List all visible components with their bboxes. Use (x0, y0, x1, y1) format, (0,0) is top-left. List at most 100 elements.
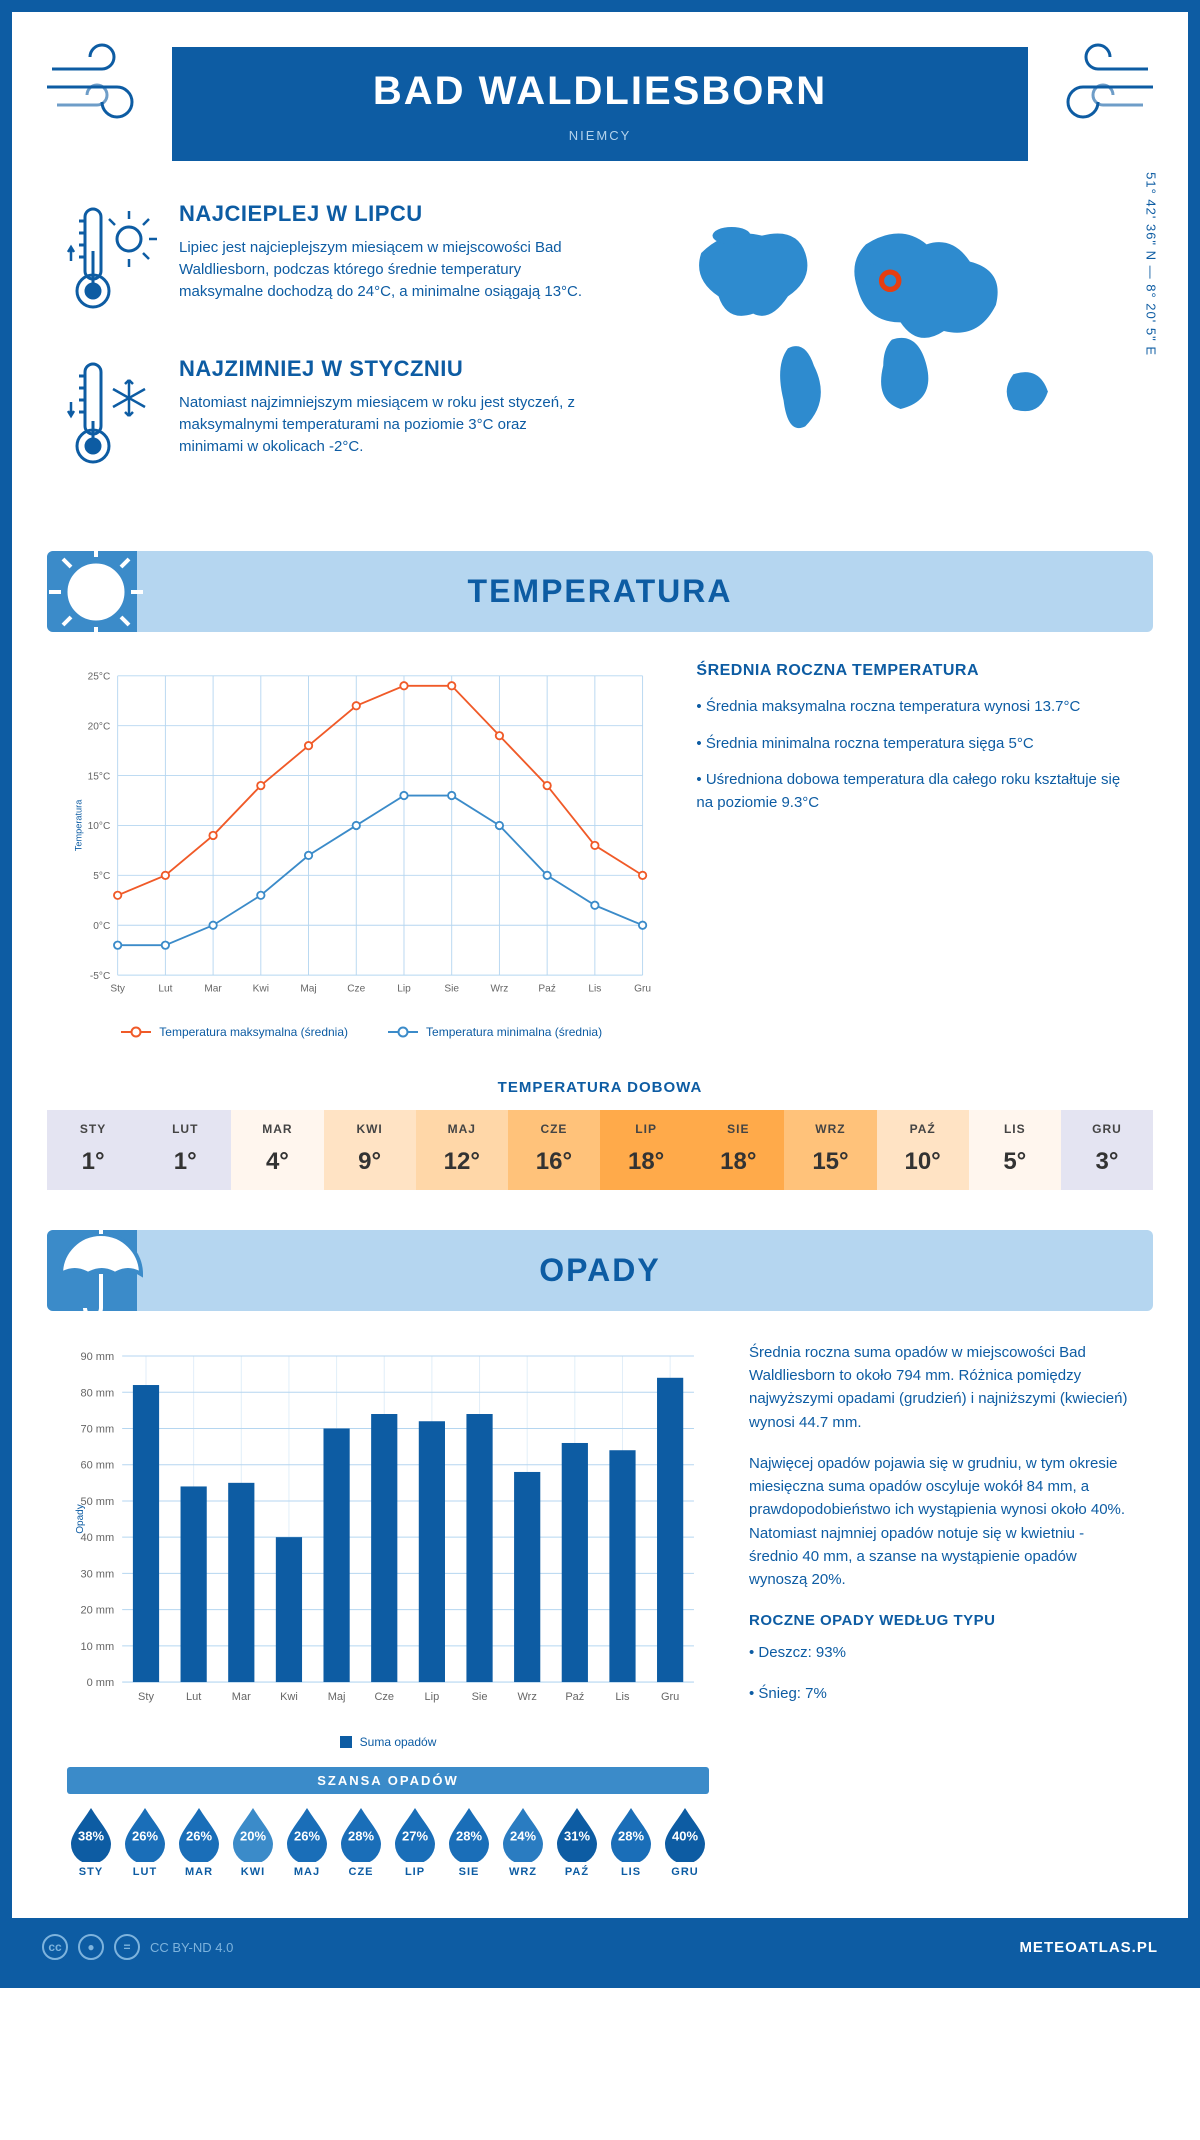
title-banner: BAD WALDLIESBORN NIEMCY (172, 47, 1028, 161)
temp-side-title: ŚREDNIA ROCZNA TEMPERATURA (696, 662, 1133, 680)
fact-warmest: NAJCIEPLEJ W LIPCU Lipiec jest najcieple… (67, 201, 593, 326)
chance-drop: 28%LIS (607, 1804, 655, 1878)
chance-drop: 20%KWI (229, 1804, 277, 1878)
daily-cell: GRU3° (1061, 1110, 1153, 1190)
temperature-banner: TEMPERATURA (47, 551, 1153, 632)
svg-text:70 mm: 70 mm (80, 1423, 114, 1435)
precip-bytype-title: ROCZNE OPADY WEDŁUG TYPU (749, 1609, 1133, 1632)
svg-text:10°C: 10°C (88, 821, 111, 832)
svg-text:Gru: Gru (634, 984, 651, 995)
svg-text:Temperatura: Temperatura (74, 799, 84, 851)
svg-text:Lut: Lut (158, 984, 172, 995)
legend-max-label: Temperatura maksymalna (średnia) (159, 1025, 348, 1039)
cc-icon: cc (42, 1934, 68, 1960)
svg-text:Wrz: Wrz (491, 984, 509, 995)
daily-cell: LIP18° (600, 1110, 692, 1190)
svg-text:80 mm: 80 mm (80, 1387, 114, 1399)
svg-text:Paź: Paź (538, 984, 555, 995)
svg-text:Cze: Cze (347, 984, 365, 995)
svg-text:Maj: Maj (300, 984, 316, 995)
fact-coldest: NAJZIMNIEJ W STYCZNIU Natomiast najzimni… (67, 356, 593, 481)
intro-section: NAJCIEPLEJ W LIPCU Lipiec jest najcieple… (12, 161, 1188, 541)
fact-warm-title: NAJCIEPLEJ W LIPCU (179, 201, 593, 227)
map-column: 51° 42' 36" N — 8° 20' 5" E (633, 201, 1133, 511)
facts-column: NAJCIEPLEJ W LIPCU Lipiec jest najcieple… (67, 201, 593, 511)
temp-side-0: • Średnia maksymalna roczna temperatura … (696, 696, 1133, 719)
precipitation-heading: OPADY (47, 1252, 1153, 1289)
coordinates-text: 51° 42' 36" N — 8° 20' 5" E (1144, 172, 1159, 356)
daily-cell: STY1° (47, 1110, 139, 1190)
legend-max: Temperatura maksymalna (średnia) (121, 1025, 348, 1039)
svg-text:5°C: 5°C (93, 871, 110, 882)
daily-temp-title: TEMPERATURA DOBOWA (12, 1079, 1188, 1096)
sun-icon (41, 537, 151, 647)
temperature-heading: TEMPERATURA (47, 573, 1153, 610)
svg-text:Mar: Mar (232, 1691, 251, 1703)
wind-deco-left-icon (42, 39, 162, 129)
svg-text:Wrz: Wrz (517, 1691, 536, 1703)
svg-text:0°C: 0°C (93, 921, 110, 932)
daily-cell: KWI9° (324, 1110, 416, 1190)
wind-deco-right-icon (1038, 39, 1158, 129)
precipitation-side-text: Średnia roczna suma opadów w miejscowośc… (749, 1341, 1133, 1878)
svg-text:Sie: Sie (472, 1691, 488, 1703)
world-map-icon (633, 201, 1133, 461)
precip-p1: Najwięcej opadów pojawia się w grudniu, … (749, 1452, 1133, 1592)
precip-chart-wrap: 0 mm10 mm20 mm30 mm40 mm50 mm60 mm70 mm8… (67, 1341, 709, 1878)
legend-min: Temperatura minimalna (średnia) (388, 1025, 602, 1039)
precip-bytype-1: • Śnieg: 7% (749, 1682, 1133, 1705)
chance-title-bar: SZANSA OPADÓW (67, 1767, 709, 1794)
chance-drop: 27%LIP (391, 1804, 439, 1878)
daily-cell: PAŹ10° (877, 1110, 969, 1190)
temperature-chart-wrap: -5°C0°C5°C10°C15°C20°C25°CStyLutMarKwiMa… (67, 662, 656, 1039)
daily-cell: SIE18° (692, 1110, 784, 1190)
header-row: BAD WALDLIESBORN NIEMCY (12, 47, 1188, 161)
svg-text:10 mm: 10 mm (80, 1641, 114, 1653)
country-subtitle: NIEMCY (172, 128, 1028, 143)
daily-cell: WRZ15° (784, 1110, 876, 1190)
svg-text:0 mm: 0 mm (87, 1677, 115, 1689)
license-block: cc ● = CC BY-ND 4.0 (42, 1934, 233, 1960)
legend-sum-label: Suma opadów (360, 1735, 437, 1749)
chance-drop: 28%CZE (337, 1804, 385, 1878)
svg-text:Cze: Cze (374, 1691, 394, 1703)
umbrella-icon (41, 1216, 151, 1326)
chance-drop: 28%SIE (445, 1804, 493, 1878)
temperature-body: -5°C0°C5°C10°C15°C20°C25°CStyLutMarKwiMa… (12, 632, 1188, 1049)
svg-text:Lip: Lip (397, 984, 411, 995)
temperature-side-text: ŚREDNIA ROCZNA TEMPERATURA • Średnia mak… (696, 662, 1133, 1039)
daily-temp-table: STY1°LUT1°MAR4°KWI9°MAJ12°CZE16°LIP18°SI… (47, 1110, 1153, 1190)
precipitation-banner: OPADY (47, 1230, 1153, 1311)
site-name: METEOATLAS.PL (1019, 1939, 1158, 1956)
daily-cell: MAJ12° (416, 1110, 508, 1190)
fact-cold-title: NAJZIMNIEJ W STYCZNIU (179, 356, 593, 382)
precipitation-body: 0 mm10 mm20 mm30 mm40 mm50 mm60 mm70 mm8… (12, 1311, 1188, 1888)
svg-text:Mar: Mar (204, 984, 222, 995)
svg-text:Gru: Gru (661, 1691, 679, 1703)
legend-sum: Suma opadów (340, 1735, 437, 1749)
daily-cell: MAR4° (231, 1110, 323, 1190)
thermometer-snow-icon (67, 356, 157, 481)
daily-cell: LIS5° (969, 1110, 1061, 1190)
temp-legend: Temperatura maksymalna (średnia) Tempera… (67, 1025, 656, 1039)
svg-text:Maj: Maj (328, 1691, 346, 1703)
chance-drop: 38%STY (67, 1804, 115, 1878)
license-text: CC BY-ND 4.0 (150, 1940, 233, 1955)
chance-drop: 26%MAJ (283, 1804, 331, 1878)
svg-text:15°C: 15°C (88, 771, 111, 782)
svg-text:30 mm: 30 mm (80, 1568, 114, 1580)
nd-icon: = (114, 1934, 140, 1960)
svg-text:20°C: 20°C (88, 721, 111, 732)
svg-text:60 mm: 60 mm (80, 1460, 114, 1472)
chance-drop: 26%MAR (175, 1804, 223, 1878)
svg-text:Lut: Lut (186, 1691, 201, 1703)
chance-drop: 31%PAŹ (553, 1804, 601, 1878)
svg-text:Sty: Sty (138, 1691, 154, 1703)
legend-min-label: Temperatura minimalna (średnia) (426, 1025, 602, 1039)
temperature-line-chart: -5°C0°C5°C10°C15°C20°C25°CStyLutMarKwiMa… (67, 662, 656, 1012)
svg-text:Kwi: Kwi (253, 984, 269, 995)
infographic-frame: BAD WALDLIESBORN NIEMCY NAJCIEPLEJ W LIP… (0, 0, 1200, 1988)
svg-text:Kwi: Kwi (280, 1691, 298, 1703)
precipitation-bar-chart: 0 mm10 mm20 mm30 mm40 mm50 mm60 mm70 mm8… (67, 1341, 709, 1722)
svg-text:20 mm: 20 mm (80, 1605, 114, 1617)
